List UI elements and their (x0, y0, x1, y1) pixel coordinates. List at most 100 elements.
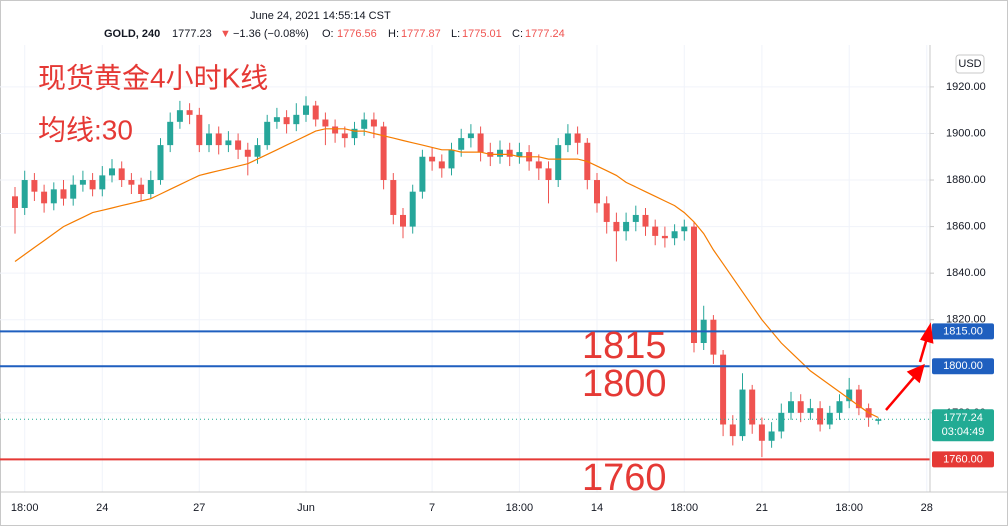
candle-body (312, 105, 319, 120)
header-c-label: C: (512, 28, 523, 40)
x-tick-label: 18:00 (671, 502, 699, 514)
arrows (885, 322, 934, 411)
candle-body (409, 191, 416, 227)
candle-body (642, 214, 649, 227)
candle-body (817, 408, 824, 425)
x-tick-label: 21 (756, 502, 768, 514)
candle-body (564, 133, 571, 146)
candle-body (778, 412, 785, 432)
candle-body (448, 149, 455, 169)
y-tick-label: 1880.00 (946, 174, 986, 186)
level-annotation: 1815 (582, 325, 667, 367)
x-tick-label: 27 (193, 502, 205, 514)
candle-body (99, 175, 106, 190)
candle-body (632, 214, 639, 222)
candle-body (215, 133, 222, 146)
candle-body (497, 149, 503, 157)
candle-body (332, 126, 339, 134)
candle-body (438, 161, 445, 169)
header-change: −1.36 (−0.08%) (233, 28, 309, 40)
candle-body (855, 389, 862, 409)
candle-body (109, 168, 115, 176)
level-label-box (932, 323, 994, 340)
candle-body (225, 140, 232, 146)
header-h-label: H: (388, 28, 399, 40)
candle-body (70, 184, 77, 199)
candle-body (147, 180, 154, 194)
x-tick-label: 18:00 (11, 502, 39, 514)
candle-body (361, 119, 368, 129)
candle-body (21, 180, 28, 208)
candle-body (467, 133, 474, 139)
candle-body (176, 110, 183, 122)
candle-body (400, 214, 406, 227)
candle-body (50, 189, 57, 204)
candle-body (60, 189, 67, 199)
candle-body (516, 152, 523, 157)
candle-body (720, 354, 727, 425)
arrow (918, 337, 929, 363)
candle-body (681, 226, 688, 232)
x-tick-label: 14 (591, 502, 603, 514)
candle-body (797, 401, 804, 413)
candle-body (555, 145, 562, 181)
candle-body (458, 138, 465, 150)
y-tick-label: 1920.00 (946, 81, 986, 93)
chart-title: 现货黄金4小时K线 (38, 62, 268, 93)
candle-body (157, 145, 164, 181)
level-label: 1760.00 (943, 453, 983, 465)
candle-body (206, 133, 212, 146)
candle-body (846, 389, 853, 402)
candle-body (875, 419, 882, 421)
header-h: 1777.87 (401, 28, 441, 40)
y-tick-label: 1900.00 (946, 127, 986, 139)
candle-body (574, 133, 581, 143)
candle-body (652, 226, 659, 236)
candle-body (12, 196, 18, 208)
candle-body (826, 412, 833, 425)
candle-body (138, 184, 145, 194)
x-tick-label: 28 (921, 502, 933, 514)
countdown: 03:04:49 (942, 426, 985, 438)
x-tick-label: 7 (429, 502, 435, 514)
header-o-label: O: (322, 28, 334, 40)
candle-body (603, 203, 610, 222)
candle-body (429, 156, 436, 162)
candle-body (545, 168, 552, 181)
chart-subtitle: 均线:30 (38, 114, 133, 145)
candle-body (613, 221, 620, 232)
candle-body (661, 235, 668, 239)
candle-body (758, 424, 765, 441)
header-arrow: ▼ (220, 28, 231, 40)
moving-average (14, 128, 879, 419)
candle-body (768, 431, 775, 441)
y-tick-label: 1820.00 (946, 314, 986, 326)
candle-body (729, 424, 736, 437)
candle-body (788, 401, 794, 413)
candle-body (807, 408, 814, 413)
candle-body (186, 110, 193, 115)
candle-body (31, 180, 38, 192)
header-datetime: June 24, 2021 14:55:14 CST (250, 10, 391, 22)
candle-body (749, 389, 756, 425)
header-c: 1777.24 (525, 28, 565, 40)
x-tick-label: 18:00 (835, 502, 863, 514)
candle-body (739, 389, 746, 437)
level-label-box (932, 358, 994, 375)
candle-body (89, 180, 96, 190)
current-price: 1777.24 (943, 412, 983, 424)
candle-body (167, 121, 174, 146)
candle-body (390, 180, 397, 215)
header-o: 1776.56 (337, 28, 377, 40)
candle-body (118, 168, 125, 181)
x-tick-label: 24 (96, 502, 108, 514)
candle-body (535, 161, 542, 169)
candle-body (244, 149, 251, 157)
candle-body (128, 180, 135, 185)
level-label-box (932, 451, 994, 468)
candle-body (623, 221, 630, 232)
candle-body (293, 114, 300, 125)
header-l-label: L: (451, 28, 460, 40)
